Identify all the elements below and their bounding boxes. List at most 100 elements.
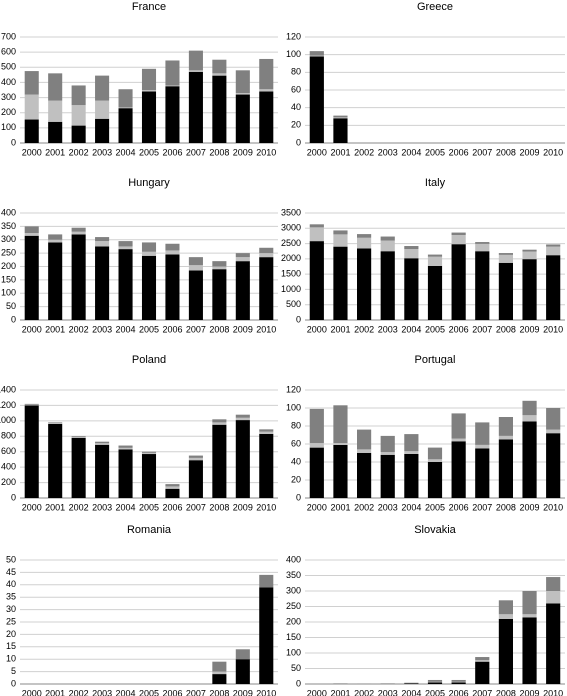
bar-segment xyxy=(259,429,274,432)
y-tick-label: 350 xyxy=(1,221,16,231)
bar-segment xyxy=(141,454,157,498)
bar-segment xyxy=(118,107,133,109)
bar-segment xyxy=(212,671,227,675)
y-tick-label: 0 xyxy=(296,314,301,324)
x-tick-label: 2004 xyxy=(116,147,136,157)
bar-segment xyxy=(309,224,324,228)
y-tick-label: 20 xyxy=(6,629,16,639)
bar-segment xyxy=(141,255,157,320)
bar-segment xyxy=(165,85,180,87)
bar-segment xyxy=(333,115,348,118)
bar-segment xyxy=(71,437,86,438)
x-tick-label: 2010 xyxy=(256,147,276,157)
x-tick-label: 2000 xyxy=(307,688,327,696)
bar-segment xyxy=(165,60,180,86)
y-tick-label: 20 xyxy=(291,120,301,130)
bar-segment xyxy=(141,90,157,92)
x-tick-label: 2001 xyxy=(45,502,65,512)
bar-segment xyxy=(309,227,324,242)
x-tick-label: 2003 xyxy=(92,324,112,334)
y-tick-label: 2000 xyxy=(281,253,301,263)
y-tick-label: 100 xyxy=(286,49,301,59)
x-tick-label: 2007 xyxy=(472,324,492,334)
bar-segment xyxy=(212,661,227,672)
bar-segment xyxy=(309,408,324,444)
x-tick-label: 2001 xyxy=(45,324,65,334)
bar-segment xyxy=(333,234,348,247)
y-tick-label: 120 xyxy=(286,384,301,394)
x-tick-label: 2003 xyxy=(92,688,112,696)
y-tick-label: 0 xyxy=(11,137,16,147)
x-tick-label: 2006 xyxy=(162,324,182,334)
bar-segment xyxy=(259,574,274,588)
y-tick-label: 400 xyxy=(1,77,16,87)
y-tick-label: 3500 xyxy=(281,207,301,217)
bar-segment xyxy=(522,614,537,618)
x-tick-label: 2004 xyxy=(401,147,421,157)
y-tick-label: 350 xyxy=(286,570,301,580)
x-tick-label: 2002 xyxy=(354,688,374,696)
x-tick-label: 2006 xyxy=(449,502,469,512)
bar-segment xyxy=(451,679,466,682)
bar-segment xyxy=(71,234,86,320)
x-tick-label: 2002 xyxy=(69,147,89,157)
y-tick-label: 3000 xyxy=(281,223,301,233)
bar-segment xyxy=(546,255,561,320)
x-tick-label: 2001 xyxy=(330,502,350,512)
y-tick-label: 40 xyxy=(291,456,301,466)
bar-segment xyxy=(498,439,513,498)
bar-segment xyxy=(546,429,561,434)
bar-segment xyxy=(309,51,324,56)
y-tick-label: 500 xyxy=(1,62,16,72)
bar-segment xyxy=(404,451,419,454)
x-tick-label: 2003 xyxy=(378,147,398,157)
x-tick-label: 2005 xyxy=(425,324,445,334)
y-tick-label: 35 xyxy=(6,592,16,602)
x-tick-label: 2007 xyxy=(186,147,206,157)
y-tick-label: 250 xyxy=(1,248,16,258)
bar-segment xyxy=(48,121,63,143)
x-tick-label: 2010 xyxy=(543,324,563,334)
bar-segment xyxy=(118,447,133,450)
bar-segment xyxy=(475,661,490,684)
bar-segment xyxy=(522,415,537,422)
bar-segment xyxy=(427,256,443,266)
bar-segment xyxy=(259,257,274,320)
bar-segment xyxy=(212,59,227,74)
x-tick-label: 2000 xyxy=(307,147,327,157)
y-tick-label: 0 xyxy=(11,314,16,324)
y-tick-label: 400 xyxy=(1,207,16,217)
x-tick-label: 2008 xyxy=(496,688,516,696)
bar-segment xyxy=(498,618,513,684)
bar-segment xyxy=(357,237,372,249)
y-tick-label: 400 xyxy=(1,462,16,472)
y-tick-label: 300 xyxy=(1,234,16,244)
bar-segment xyxy=(475,422,490,445)
x-tick-label: 2002 xyxy=(354,147,374,157)
bar-segment xyxy=(498,614,513,619)
bar-segment xyxy=(259,58,274,90)
bar-segment xyxy=(309,55,324,57)
x-tick-label: 2006 xyxy=(449,324,469,334)
bar-segment xyxy=(333,230,348,235)
bar-segment xyxy=(404,246,419,250)
bar-segment xyxy=(165,484,180,487)
x-tick-label: 2009 xyxy=(520,324,540,334)
bar-segment xyxy=(380,236,395,241)
bar-segment xyxy=(259,431,274,434)
bar-segment xyxy=(522,251,537,260)
x-tick-label: 2009 xyxy=(520,502,540,512)
bar-segment xyxy=(235,261,250,320)
y-tick-label: 0 xyxy=(11,492,16,502)
y-tick-label: 250 xyxy=(286,601,301,611)
x-tick-label: 2003 xyxy=(92,502,112,512)
x-tick-label: 2004 xyxy=(401,324,421,334)
bar-segment xyxy=(451,413,466,439)
bar-segment xyxy=(259,89,274,92)
x-tick-label: 2003 xyxy=(378,502,398,512)
y-tick-label: 100 xyxy=(1,288,16,298)
bar-segment xyxy=(48,242,63,320)
x-tick-label: 2008 xyxy=(209,147,229,157)
bar-segment xyxy=(118,445,133,448)
bar-segment xyxy=(71,227,86,232)
